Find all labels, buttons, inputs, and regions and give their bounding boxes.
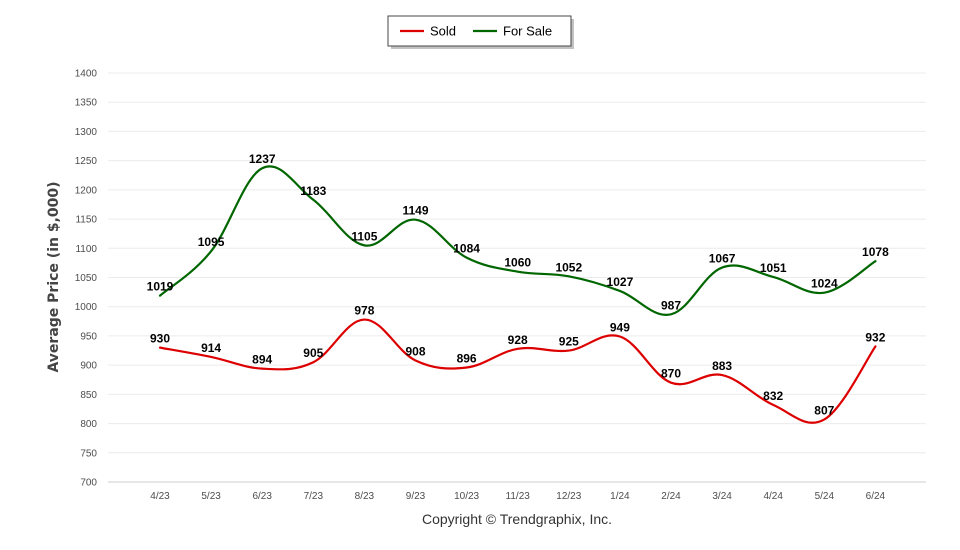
data-label-for-sale: 1019 [147,280,174,294]
y-tick-label: 700 [80,478,97,489]
y-tick-label: 1250 [75,156,98,167]
y-tick-label: 1150 [75,215,97,226]
legend-label-sold: Sold [430,24,456,39]
y-tick-label: 950 [80,331,97,342]
data-label-sold: 928 [508,333,528,347]
series-lines [158,165,877,424]
data-label-sold: 870 [661,367,681,381]
y-tick-label: 1100 [75,244,97,255]
series-line-sold [158,318,877,424]
data-label-sold: 978 [354,304,374,318]
x-tick-label: 9/23 [406,491,426,502]
data-label-for-sale: 1078 [862,245,889,259]
y-tick-label: 1200 [75,185,98,196]
x-tick-label: 1/24 [610,491,630,502]
data-label-sold: 932 [865,330,885,344]
y-tick-label: 1400 [75,69,98,80]
data-label-sold: 832 [763,389,783,403]
y-axis-title: Average Price (in $,000) [46,181,62,372]
y-tick-label: 800 [80,419,97,430]
data-label-sold: 807 [814,403,834,417]
data-label-sold: 930 [150,332,170,346]
y-tick-label: 1350 [75,98,98,109]
x-tick-label: 5/24 [815,491,835,502]
x-tick-label: 10/23 [454,491,479,502]
data-label-sold: 894 [252,353,272,367]
y-tick-label: 750 [80,448,97,459]
x-tick-label: 4/23 [150,491,170,502]
data-label-sold: 949 [610,321,630,335]
data-label-sold: 914 [201,341,221,355]
copyright-footer: Copyright © Trendgraphix, Inc. [422,511,612,527]
x-tick-label: 7/23 [304,491,324,502]
x-tick-label: 3/24 [712,491,732,502]
data-label-for-sale: 1060 [504,256,531,270]
y-tick-label: 1050 [75,273,98,284]
x-tick-label: 12/23 [556,491,581,502]
data-label-for-sale: 1067 [709,252,736,266]
x-tick-label: 6/24 [866,491,886,502]
data-label-for-sale: 1237 [249,152,276,166]
x-tick-label: 11/23 [506,491,531,502]
legend-label-for-sale: For Sale [503,24,552,39]
data-label-for-sale: 1105 [351,229,377,243]
y-axis-ticks: 700 750 800 850 900 950 1000 1050 1100 1150 1200 12… [75,69,98,489]
data-label-for-sale: 1027 [607,275,634,289]
y-tick-label: 900 [80,361,97,372]
x-tick-label: 5/23 [201,491,221,502]
data-label-for-sale: 1095 [198,235,225,249]
data-label-sold: 908 [405,344,425,358]
y-tick-label: 850 [80,390,97,401]
y-tick-label: 1300 [75,127,98,138]
data-label-sold: 896 [457,351,477,365]
series-line-for-sale [158,165,877,316]
data-label-for-sale: 1051 [760,261,787,275]
data-labels: 930 914 894 905 978 908 896 928 925 949 870 883 832 8… [147,152,889,417]
data-label-for-sale: 1024 [811,277,838,291]
x-tick-label: 8/23 [355,491,375,502]
x-tick-label: 4/24 [763,491,783,502]
x-tick-label: 2/24 [661,491,681,502]
data-label-sold: 905 [303,346,323,360]
data-label-for-sale: 1052 [555,260,582,274]
chart-legend: Sold For Sale [387,15,574,49]
data-label-for-sale: 987 [661,298,681,312]
data-label-for-sale: 1084 [453,242,480,256]
data-label-sold: 883 [712,359,732,373]
data-label-sold: 925 [559,335,579,349]
x-axis-ticks: 4/23 5/23 6/23 7/23 8/23 9/23 10/23 11/23 12/23 1… [150,491,885,502]
data-label-for-sale: 1183 [300,184,326,198]
y-tick-label: 1000 [75,302,98,313]
x-tick-label: 6/23 [252,491,272,502]
data-label-for-sale: 1149 [402,204,428,218]
